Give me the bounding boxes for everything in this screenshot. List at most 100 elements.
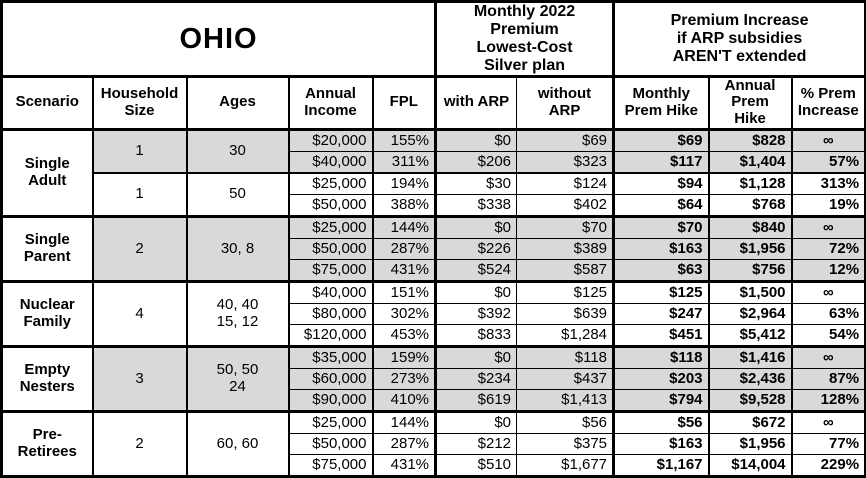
- cell-annual-income: $40,000: [287, 151, 373, 174]
- cell-monthly-hike: $451: [612, 324, 710, 348]
- cell-annual-hike: $768: [707, 194, 793, 218]
- cell-without-arp: $124: [516, 172, 615, 196]
- col-header-household-size: Household Size: [91, 75, 187, 132]
- cell-without-arp: $437: [516, 368, 615, 391]
- cell-fpl: 410%: [371, 389, 437, 413]
- cell-without-arp: $125: [516, 280, 615, 305]
- table-row: $60,000 273% $234 $437 $203 $2,436 87%: [2, 368, 866, 391]
- col-header-fpl: FPL: [371, 75, 437, 132]
- table-row: 1 50 $25,000 194% $30 $124 $94 $1,128 31…: [2, 172, 866, 218]
- cell-without-arp: $1,284: [516, 324, 615, 348]
- cell-annual-hike: $2,436: [707, 368, 793, 391]
- region-title: OHIO: [0, 0, 437, 78]
- cell-monthly-hike: $94: [612, 172, 710, 196]
- col-header-monthly-prem-hike: Monthly Prem Hike: [612, 75, 710, 132]
- col-header-with-arp: with ARP: [434, 75, 518, 132]
- cell-household-size: 1: [91, 128, 187, 174]
- cell-monthly-hike: $163: [612, 238, 710, 261]
- cell-annual-income: $50,000: [287, 238, 373, 261]
- cell-with-arp: $234: [434, 368, 518, 391]
- cell-with-arp: $833: [434, 324, 518, 348]
- cell-annual-hike: $2,964: [707, 303, 793, 326]
- cell-with-arp: $510: [434, 454, 518, 478]
- cell-monthly-hike: $70: [612, 215, 710, 240]
- cell-monthly-hike: $203: [612, 368, 710, 391]
- cell-without-arp: $587: [516, 259, 615, 283]
- cell-annual-hike: $756: [707, 259, 793, 283]
- cell-annual-hike: $828: [707, 128, 793, 153]
- col-header-annual-income: Annual Income: [287, 75, 373, 132]
- scenario-label: Empty Nesters: [1, 345, 93, 413]
- cell-annual-hike: $1,404: [707, 151, 793, 174]
- cell-pct-increase: ∞: [790, 345, 866, 370]
- cell-fpl: 287%: [371, 433, 437, 456]
- cell-ages: 50: [185, 172, 289, 218]
- cell-monthly-hike: $63: [612, 259, 710, 283]
- cell-pct-increase: ∞: [790, 215, 866, 240]
- cell-annual-income: $50,000: [287, 433, 373, 456]
- cell-household-size: 4: [91, 280, 187, 348]
- cell-monthly-hike: $64: [612, 194, 710, 218]
- cell-monthly-hike: $69: [612, 128, 710, 153]
- cell-pct-increase: 54%: [790, 324, 866, 348]
- cell-annual-income: $25,000: [287, 172, 373, 196]
- cell-pct-increase: ∞: [790, 410, 866, 435]
- cell-with-arp: $0: [434, 410, 518, 435]
- cell-fpl: 388%: [371, 194, 437, 218]
- cell-annual-income: $25,000: [287, 215, 373, 240]
- cell-without-arp: $1,413: [516, 389, 615, 413]
- cell-without-arp: $402: [516, 194, 615, 218]
- cell-pct-increase: 12%: [790, 259, 866, 283]
- cell-fpl: 151%: [371, 280, 437, 305]
- cell-ages: 40, 40 15, 12: [185, 280, 289, 348]
- cell-without-arp: $389: [516, 238, 615, 261]
- table-row: $90,000 410% $619 $1,413 $794 $9,528 128…: [2, 389, 866, 413]
- col-header-scenario: Scenario: [1, 75, 93, 132]
- cell-annual-hike: $1,128: [707, 172, 793, 196]
- cell-pct-increase: 313%: [790, 172, 866, 196]
- cell-household-size: 3: [91, 345, 187, 413]
- cell-household-size: 2: [91, 215, 187, 283]
- cell-annual-hike: $1,956: [707, 433, 793, 456]
- cell-monthly-hike: $247: [612, 303, 710, 326]
- cell-monthly-hike: $117: [612, 151, 710, 174]
- cell-pct-increase: 128%: [790, 389, 866, 413]
- cell-fpl: 453%: [371, 324, 437, 348]
- table-row: Nuclear Family 4 40, 40 15, 12 $40,000 1…: [1, 280, 866, 348]
- cell-with-arp: $392: [434, 303, 518, 326]
- cell-fpl: 311%: [371, 151, 437, 174]
- cell-fpl: 287%: [371, 238, 437, 261]
- table-row: Single Adult 1 30 $20,000 155% $0 $69 $6…: [1, 128, 866, 218]
- cell-without-arp: $639: [516, 303, 615, 326]
- cell-annual-income: $120,000: [287, 324, 373, 348]
- cell-with-arp: $338: [434, 194, 518, 218]
- cell-fpl: 431%: [371, 259, 437, 283]
- cell-ages: 60, 60: [185, 410, 289, 478]
- scenario-label: Nuclear Family: [1, 280, 93, 348]
- cell-annual-income: $35,000: [287, 345, 373, 370]
- cell-annual-income: $40,000: [287, 280, 373, 305]
- cell-without-arp: $56: [516, 410, 615, 435]
- cell-with-arp: $212: [434, 433, 518, 456]
- col-header-pct-prem-increase: % Prem Increase: [790, 75, 866, 132]
- cell-annual-income: $75,000: [287, 259, 373, 283]
- cell-pct-increase: 87%: [790, 368, 866, 391]
- cell-monthly-hike: $163: [612, 433, 710, 456]
- col-header-ages: Ages: [185, 75, 289, 132]
- cell-without-arp: $323: [516, 151, 615, 174]
- cell-annual-income: $75,000: [287, 454, 373, 478]
- table-row: Pre- Retirees 2 60, 60 $25,000 144% $0 $…: [1, 410, 866, 478]
- scenario-label: Single Parent: [1, 215, 93, 283]
- cell-without-arp: $118: [516, 345, 615, 370]
- cell-with-arp: $0: [434, 128, 518, 153]
- table-row: $75,000 431% $524 $587 $63 $756 12%: [2, 259, 866, 283]
- table-row: $80,000 302% $392 $639 $247 $2,964 63%: [2, 303, 866, 326]
- cell-pct-increase: ∞: [790, 280, 866, 305]
- cell-annual-hike: $1,416: [707, 345, 793, 370]
- column-header-row: Scenario Household Size Ages Annual Inco…: [1, 75, 866, 132]
- header-band: OHIO Monthly 2022 Premium Lowest-Cost Si…: [0, 0, 866, 78]
- cell-with-arp: $0: [434, 215, 518, 240]
- cell-annual-income: $60,000: [287, 368, 373, 391]
- cell-with-arp: $524: [434, 259, 518, 283]
